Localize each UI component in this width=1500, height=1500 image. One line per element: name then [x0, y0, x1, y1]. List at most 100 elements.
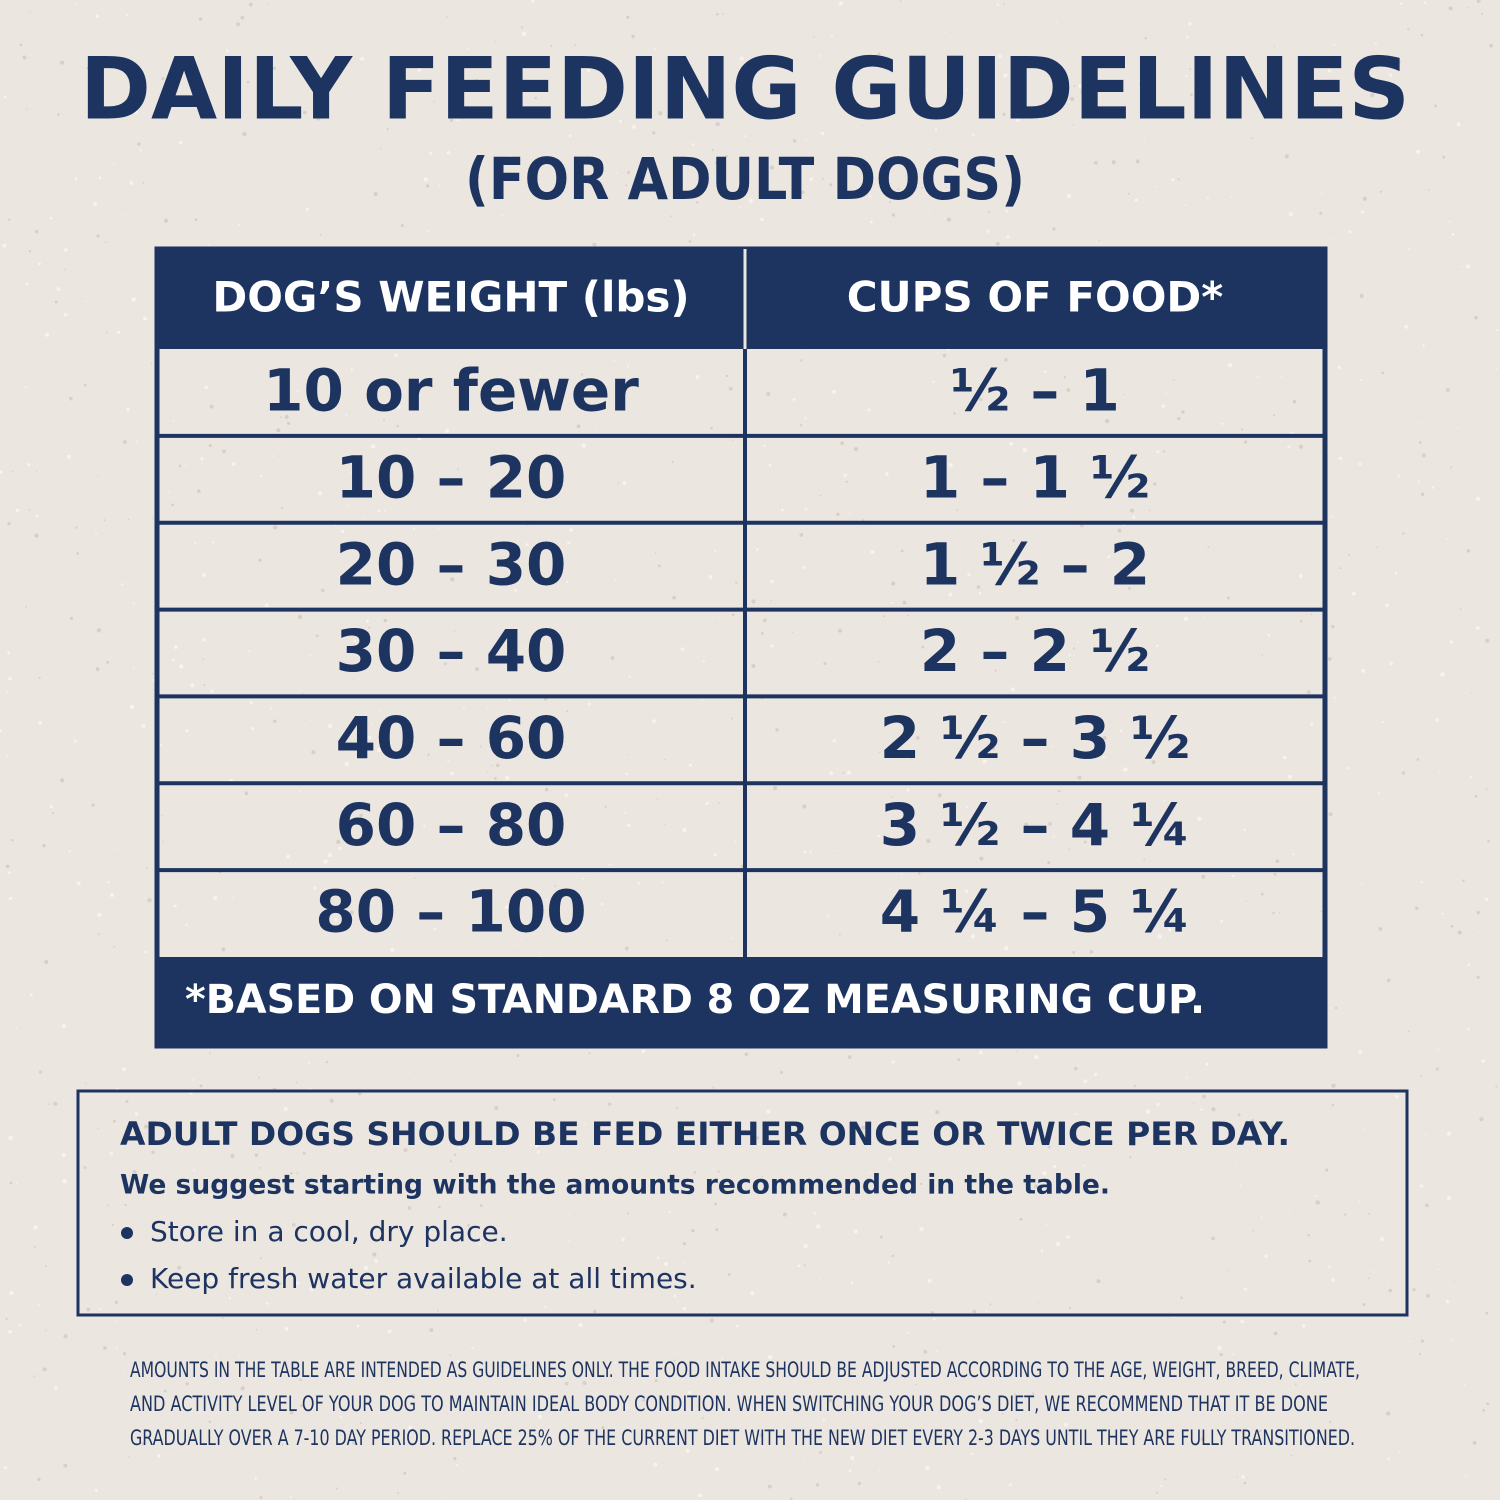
speckle: [934, 128, 938, 131]
speckle: [722, 13, 725, 15]
speckle: [759, 1433, 764, 1438]
speckle: [185, 923, 188, 927]
speckle: [231, 461, 236, 467]
speckle: [151, 517, 153, 520]
speckle: [1016, 1050, 1018, 1053]
speckle: [1070, 96, 1075, 102]
speckle: [712, 109, 716, 113]
speckle: [495, 40, 497, 42]
speckle: [116, 1087, 119, 1091]
speckle: [400, 223, 404, 228]
speckle: [1085, 891, 1090, 896]
speckle: [311, 750, 316, 755]
speckle: [38, 721, 43, 725]
speckle: [95, 14, 100, 18]
speckle: [66, 454, 72, 460]
speckle: [671, 460, 674, 463]
speckle: [615, 172, 618, 174]
speckle: [117, 330, 121, 334]
speckle: [774, 1181, 778, 1184]
speckle: [55, 844, 57, 847]
speckle: [885, 472, 889, 476]
speckle: [568, 134, 572, 138]
speckle: [1435, 718, 1439, 722]
speckle: [1431, 486, 1435, 489]
speckle: [914, 575, 916, 578]
speckle: [883, 615, 886, 618]
speckle: [1174, 1316, 1176, 1319]
speckle: [813, 35, 815, 38]
speckle: [867, 408, 871, 412]
speckle: [371, 444, 376, 449]
speckle: [751, 161, 753, 163]
speckle: [1474, 794, 1478, 798]
speckle: [1372, 1270, 1374, 1273]
speckle: [1320, 910, 1323, 913]
speckle: [1200, 1108, 1203, 1111]
speckle: [264, 603, 269, 608]
speckle: [780, 1070, 784, 1074]
speckle: [152, 673, 154, 675]
speckle: [302, 110, 307, 115]
speckle: [93, 92, 96, 96]
speckle: [453, 1456, 457, 1461]
speckle: [1325, 1168, 1329, 1172]
speckle: [1331, 1277, 1335, 1282]
speckle: [652, 719, 657, 724]
speckle: [265, 1302, 269, 1305]
speckle: [228, 1296, 232, 1300]
speckle: [300, 1404, 304, 1408]
speckle: [1327, 69, 1332, 73]
speckle: [352, 1440, 357, 1445]
speckle: [1273, 1331, 1278, 1336]
speckle: [1301, 1324, 1306, 1328]
speckle: [141, 1441, 146, 1446]
speckle: [1315, 1200, 1320, 1205]
speckle: [1089, 949, 1094, 954]
speckle: [309, 1287, 314, 1291]
speckle: [1161, 404, 1166, 409]
speckle: [379, 560, 384, 565]
speckle: [63, 313, 68, 317]
speckle: [461, 591, 463, 593]
speckle: [1127, 193, 1130, 195]
speckle: [586, 68, 591, 73]
speckle: [803, 1458, 806, 1461]
speckle: [1188, 21, 1192, 26]
speckle: [1019, 1217, 1023, 1221]
speckle: [470, 85, 475, 90]
speckle: [1083, 1079, 1088, 1084]
speckle: [125, 1099, 129, 1103]
speckle: [1376, 546, 1378, 549]
speckle: [349, 910, 354, 915]
speckle: [1423, 1, 1427, 4]
speckle: [797, 1134, 801, 1139]
speckle: [1448, 6, 1453, 11]
speckle: [289, 1410, 294, 1415]
speckle: [369, 1131, 372, 1133]
speckle: [957, 1058, 961, 1062]
speckle: [262, 73, 267, 78]
speckle: [1462, 879, 1465, 882]
speckle: [1002, 112, 1006, 116]
speckle: [1273, 414, 1276, 417]
speckle: [1361, 883, 1363, 885]
speckle: [982, 759, 987, 764]
speckle: [524, 1364, 527, 1367]
speckle: [1260, 1216, 1263, 1219]
speckle: [482, 1236, 486, 1239]
speckle: [1034, 1184, 1039, 1189]
speckle: [691, 1228, 695, 1233]
speckle: [1314, 1195, 1317, 1198]
speckle: [537, 1414, 542, 1420]
speckle: [97, 933, 100, 936]
speckle: [129, 181, 134, 185]
speckle: [1102, 735, 1107, 741]
speckle: [190, 683, 195, 688]
speckle: [852, 1198, 854, 1200]
speckle: [333, 524, 336, 527]
speckle: [582, 1380, 587, 1386]
speckle: [168, 491, 170, 493]
speckle: [900, 873, 903, 876]
speckle: [578, 102, 581, 104]
